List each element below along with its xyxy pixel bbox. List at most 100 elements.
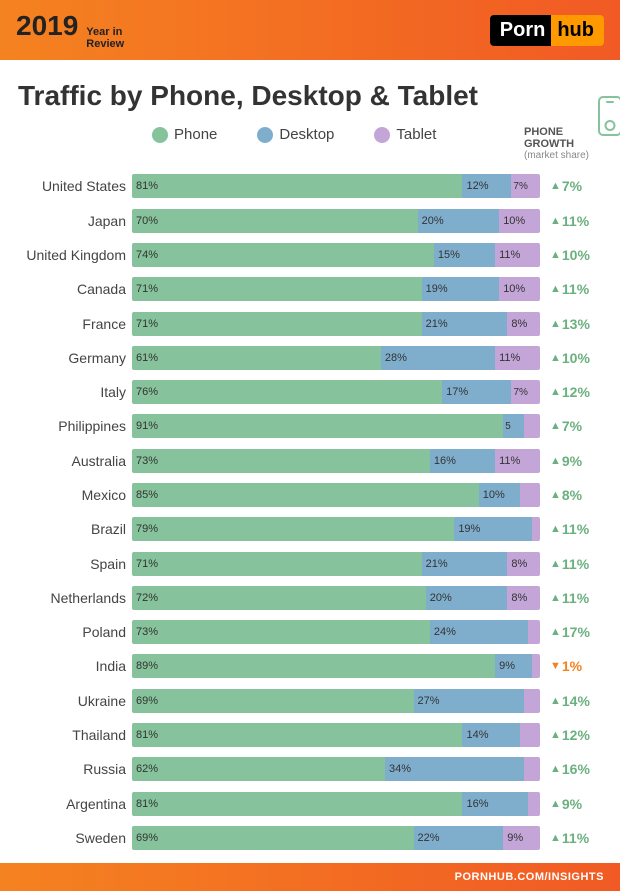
chart-row: Canada71%19%10%▲11%	[18, 272, 602, 306]
country-label: Australia	[18, 453, 132, 469]
segment-desktop: 28%	[381, 346, 495, 370]
segment-desktop: 12%	[462, 174, 511, 198]
segment-tablet: 10%	[499, 209, 540, 233]
country-label: United Kingdom	[18, 247, 132, 263]
segment-tablet	[532, 517, 540, 541]
stacked-bar: 74%15%11%	[132, 243, 540, 267]
segment-phone: 61%	[132, 346, 381, 370]
stacked-bar: 81%16%	[132, 792, 540, 816]
segment-desktop: 19%	[422, 277, 500, 301]
triangle-up-icon: ▲	[550, 763, 561, 775]
growth-percent: 8%	[562, 487, 582, 503]
chart-row: United States81%12%7%▲7%	[18, 169, 602, 203]
growth-percent: 12%	[562, 727, 590, 743]
legend-phone: Phone	[152, 126, 217, 143]
country-label: India	[18, 658, 132, 674]
growth-header-sub: (market share)	[524, 150, 602, 161]
year: 2019	[16, 10, 78, 42]
chart-row: Poland73%24%▲17%	[18, 615, 602, 649]
yir-line1: Year in	[86, 26, 124, 38]
growth-percent: 11%	[562, 213, 589, 229]
segment-tablet: 7%	[511, 380, 540, 404]
triangle-up-icon: ▲	[550, 455, 561, 467]
segment-tablet	[528, 792, 540, 816]
growth-value: ▲7%	[540, 418, 602, 434]
stacked-bar: 69%22%9%	[132, 826, 540, 850]
country-label: Argentina	[18, 796, 132, 812]
legend-phone-dot	[152, 127, 168, 143]
segment-tablet: 11%	[495, 449, 540, 473]
segment-desktop: 22%	[414, 826, 504, 850]
legend-desktop: Desktop	[257, 126, 334, 143]
chart-row: Ukraine69%27%▲14%	[18, 684, 602, 718]
triangle-up-icon: ▲	[550, 283, 561, 295]
chart-row: Russia62%34%▲16%	[18, 752, 602, 786]
triangle-up-icon: ▲	[550, 523, 561, 535]
triangle-up-icon: ▲	[550, 249, 561, 261]
stacked-bar: 71%21%8%	[132, 552, 540, 576]
segment-desktop: 9%	[495, 654, 532, 678]
chart-row: Brazil79%19%▲11%	[18, 512, 602, 546]
growth-header-l1: PHONE	[524, 126, 602, 138]
segment-tablet	[520, 483, 540, 507]
chart-row: Spain71%21%8%▲11%	[18, 546, 602, 580]
triangle-up-icon: ▲	[550, 592, 561, 604]
segment-tablet	[524, 689, 540, 713]
growth-value: ▲13%	[540, 316, 602, 332]
brand-logo: Pornhub	[490, 15, 604, 46]
country-label: Germany	[18, 350, 132, 366]
growth-percent: 16%	[562, 761, 590, 777]
legend-phone-label: Phone	[174, 126, 217, 143]
triangle-up-icon: ▲	[550, 798, 561, 810]
segment-desktop: 21%	[422, 552, 508, 576]
segment-phone: 71%	[132, 552, 422, 576]
chart-row: Australia73%16%11%▲9%	[18, 444, 602, 478]
triangle-up-icon: ▲	[550, 180, 561, 192]
segment-tablet: 10%	[499, 277, 540, 301]
country-label: Ukraine	[18, 693, 132, 709]
segment-phone: 70%	[132, 209, 418, 233]
segment-phone: 74%	[132, 243, 434, 267]
triangle-up-icon: ▲	[550, 489, 561, 501]
growth-percent: 11%	[562, 830, 589, 846]
stacked-bar: 62%34%	[132, 757, 540, 781]
growth-value: ▲8%	[540, 487, 602, 503]
stacked-bar: 71%21%8%	[132, 312, 540, 336]
segment-desktop: 27%	[414, 689, 524, 713]
country-label: Brazil	[18, 521, 132, 537]
chart-title: Traffic by Phone, Desktop & Tablet	[18, 80, 602, 112]
segment-phone: 62%	[132, 757, 385, 781]
segment-phone: 81%	[132, 723, 462, 747]
stacked-bar: 61%28%11%	[132, 346, 540, 370]
growth-value: ▲11%	[540, 521, 602, 537]
triangle-down-icon: ▼	[550, 660, 561, 672]
legend-tablet-label: Tablet	[396, 126, 436, 143]
growth-percent: 11%	[562, 281, 589, 297]
growth-value: ▼1%	[540, 658, 602, 674]
growth-percent: 7%	[562, 418, 582, 434]
logo-part-1: Porn	[490, 15, 552, 46]
country-label: Philippines	[18, 418, 132, 434]
triangle-up-icon: ▲	[550, 558, 561, 570]
growth-value: ▲12%	[540, 727, 602, 743]
legend-tablet-dot	[374, 127, 390, 143]
segment-desktop: 34%	[385, 757, 524, 781]
segment-desktop: 5	[503, 414, 523, 438]
stacked-bar: 71%19%10%	[132, 277, 540, 301]
growth-percent: 17%	[562, 624, 590, 640]
stacked-bar: 85%10%	[132, 483, 540, 507]
chart-row: Japan70%20%10%▲11%	[18, 203, 602, 237]
growth-value: ▲9%	[540, 453, 602, 469]
chart-row: Thailand81%14%▲12%	[18, 718, 602, 752]
segment-desktop: 10%	[479, 483, 520, 507]
legend-desktop-dot	[257, 127, 273, 143]
growth-value: ▲10%	[540, 247, 602, 263]
chart-row: Philippines91%5▲7%	[18, 409, 602, 443]
growth-percent: 14%	[562, 693, 590, 709]
chart-row: France71%21%8%▲13%	[18, 306, 602, 340]
country-label: France	[18, 316, 132, 332]
country-label: Poland	[18, 624, 132, 640]
segment-tablet	[520, 723, 540, 747]
growth-value: ▲10%	[540, 350, 602, 366]
triangle-up-icon: ▲	[550, 215, 561, 227]
